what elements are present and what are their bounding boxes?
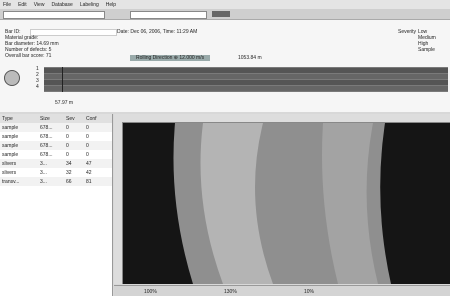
table-cell: Sev [64, 116, 84, 122]
menu-item[interactable]: View [34, 2, 45, 8]
table-cell: 42 [84, 170, 104, 176]
bar-image [123, 123, 450, 284]
table-cell: Conf [84, 116, 104, 122]
zoom[interactable]: 10% [304, 289, 314, 295]
table-cell: 3... [38, 161, 64, 167]
table-cell: transv... [0, 179, 38, 185]
menu-item[interactable]: Edit [18, 2, 27, 8]
score: Overall bar score: 71 [5, 53, 51, 59]
position-marker [62, 67, 63, 92]
table-cell: 0 [64, 134, 84, 140]
status-bar: 100% 130% 10% [114, 285, 450, 296]
position: 57.97 m [55, 100, 73, 106]
menu-item[interactable]: File [3, 2, 11, 8]
table-cell: 32 [64, 170, 84, 176]
table-cell: 678... [38, 152, 64, 158]
info-panel: Bar ID: Date: Dec 06, 2006, Time: 11:29 … [0, 20, 450, 112]
table-cell: sample [0, 134, 38, 140]
table-cell: 0 [84, 134, 104, 140]
menu-item[interactable]: Database [51, 2, 72, 8]
severity-item: Sample [418, 47, 436, 53]
app-window: File Edit View Database Labeling Help Bar ID:… [0, 0, 450, 296]
ruler [114, 114, 450, 123]
table-cell: 0 [64, 152, 84, 158]
combo-box[interactable] [130, 11, 207, 19]
tool-button[interactable] [212, 11, 230, 17]
date: Date: Dec 06, 2006, Time: 11:29 AM [117, 29, 197, 35]
zoom[interactable]: 100% [144, 289, 157, 295]
table-cell: 66 [64, 179, 84, 185]
table-cell: 678... [38, 143, 64, 149]
table-cell: 678... [38, 125, 64, 131]
menu-item[interactable]: Help [106, 2, 116, 8]
table-cell: sample [0, 152, 38, 158]
table-cell: 47 [84, 161, 104, 167]
table-cell: 0 [64, 143, 84, 149]
table-cell: 3... [38, 179, 64, 185]
table-cell: sample [0, 125, 38, 131]
table-cell: slivers [0, 170, 38, 176]
table-cell: 0 [84, 143, 104, 149]
combo-box[interactable] [3, 11, 105, 19]
rolling-direction: Rolling Direction ⊕ 12.000 m/s [130, 55, 210, 61]
menu-item[interactable]: Labeling [80, 2, 99, 8]
ruler [114, 122, 123, 284]
toolbar [0, 9, 450, 20]
table-cell: Size [38, 116, 64, 122]
table-cell: Type [0, 116, 38, 122]
table-cell: 81 [84, 179, 104, 185]
menu-bar: File Edit View Database Labeling Help [0, 0, 450, 9]
table-cell: 0 [64, 125, 84, 131]
bar-id-field [30, 29, 117, 36]
track-label: 4 [36, 84, 39, 90]
table-cell: slivers [0, 161, 38, 167]
table-cell: 678... [38, 134, 64, 140]
severity-title: Severity [398, 29, 416, 35]
table-cell: 3... [38, 170, 64, 176]
table-cell: 0 [84, 125, 104, 131]
table-cell: 0 [84, 152, 104, 158]
image-view [114, 114, 450, 284]
table-cell: sample [0, 143, 38, 149]
bar-length: 1053.84 m [238, 55, 262, 61]
track-strip [44, 67, 448, 92]
table-cell: 34 [64, 161, 84, 167]
bar-cross-section [4, 70, 20, 86]
zoom[interactable]: 130% [224, 289, 237, 295]
